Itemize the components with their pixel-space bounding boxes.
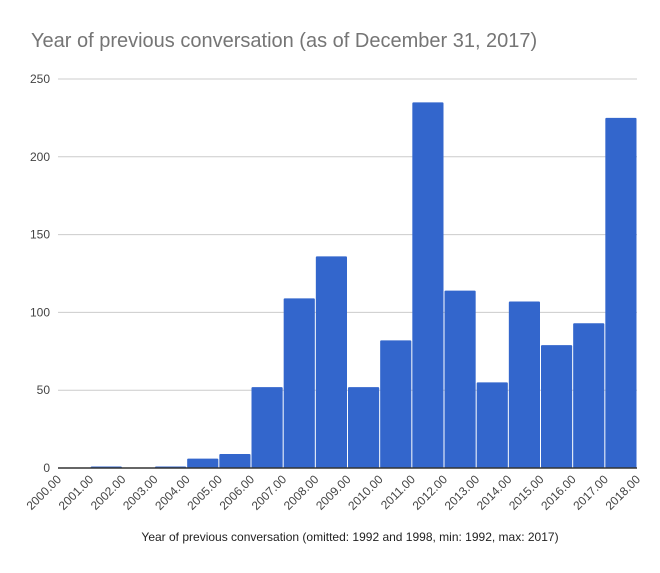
histogram-bar	[412, 102, 444, 468]
histogram-bar	[508, 301, 540, 468]
histogram-bar	[573, 323, 605, 468]
histogram-bar	[476, 382, 508, 468]
y-tick-label: 0	[43, 461, 50, 475]
histogram-bar	[187, 458, 219, 468]
y-tick-label: 150	[30, 228, 50, 242]
histogram-bar	[219, 453, 251, 468]
histogram-bar	[605, 117, 637, 469]
x-axis-label: Year of previous conversation (omitted: …	[141, 530, 559, 544]
y-tick-label: 250	[30, 72, 50, 86]
histogram-bar	[315, 256, 347, 468]
x-tick-label: 2010.00	[345, 472, 386, 513]
y-tick-label: 50	[37, 383, 51, 397]
chart-title: Year of previous conversation (as of Dec…	[31, 30, 538, 52]
histogram-bar	[541, 345, 573, 468]
histogram-bar	[251, 387, 283, 468]
y-tick-label: 100	[30, 305, 50, 319]
histogram-bar	[283, 298, 315, 468]
histogram-bar	[348, 387, 380, 468]
histogram-bar	[444, 290, 476, 468]
histogram-bar	[380, 340, 412, 468]
x-tick-label: 2018.00	[603, 472, 644, 513]
y-tick-label: 200	[30, 150, 50, 164]
